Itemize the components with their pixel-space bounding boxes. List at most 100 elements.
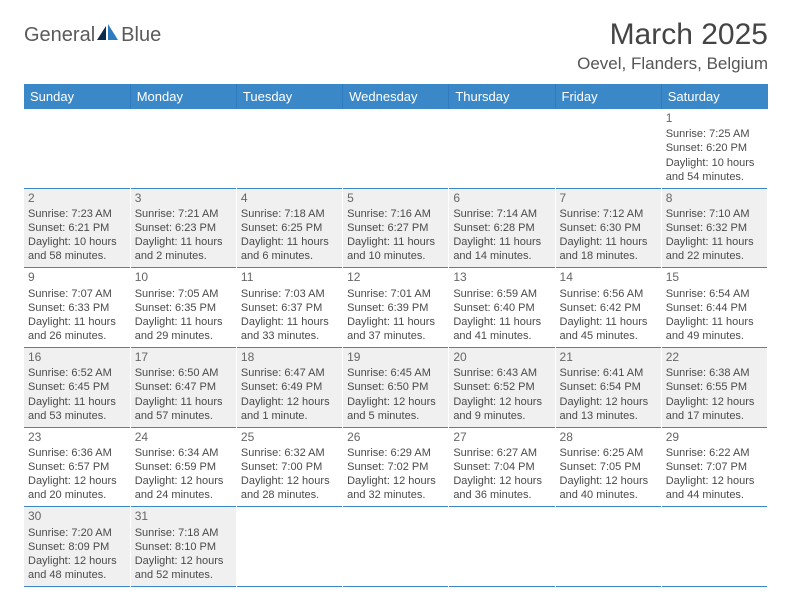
day-number: 24	[135, 430, 232, 445]
day-number: 1	[666, 111, 763, 126]
day-number: 26	[347, 430, 444, 445]
sunset-text: Sunset: 7:05 PM	[560, 460, 657, 474]
calendar-day-cell: 29Sunrise: 6:22 AMSunset: 7:07 PMDayligh…	[661, 427, 767, 507]
calendar-day-cell: 26Sunrise: 6:29 AMSunset: 7:02 PMDayligh…	[343, 427, 449, 507]
daylight-text: Daylight: 12 hours and 17 minutes.	[666, 395, 763, 423]
sunrise-text: Sunrise: 6:45 AM	[347, 366, 444, 380]
sunset-text: Sunset: 6:20 PM	[666, 141, 763, 155]
calendar-week-row: 23Sunrise: 6:36 AMSunset: 6:57 PMDayligh…	[24, 427, 768, 507]
sunset-text: Sunset: 7:07 PM	[666, 460, 763, 474]
title-block: March 2025 Oevel, Flanders, Belgium	[577, 18, 768, 74]
calendar-day-cell: 8Sunrise: 7:10 AMSunset: 6:32 PMDaylight…	[661, 188, 767, 268]
sunset-text: Sunset: 8:10 PM	[135, 540, 232, 554]
calendar-day-cell	[449, 507, 555, 587]
day-header: Sunday	[24, 84, 130, 109]
sunset-text: Sunset: 6:59 PM	[135, 460, 232, 474]
sunset-text: Sunset: 6:21 PM	[28, 221, 126, 235]
sunrise-text: Sunrise: 6:41 AM	[560, 366, 657, 380]
sunrise-text: Sunrise: 7:10 AM	[666, 207, 763, 221]
daylight-text: Daylight: 12 hours and 32 minutes.	[347, 474, 444, 502]
calendar-day-cell: 20Sunrise: 6:43 AMSunset: 6:52 PMDayligh…	[449, 348, 555, 428]
sunset-text: Sunset: 6:57 PM	[28, 460, 126, 474]
day-number: 3	[135, 191, 232, 206]
calendar-day-cell: 16Sunrise: 6:52 AMSunset: 6:45 PMDayligh…	[24, 348, 130, 428]
sunset-text: Sunset: 6:55 PM	[666, 380, 763, 394]
calendar-day-cell: 7Sunrise: 7:12 AMSunset: 6:30 PMDaylight…	[555, 188, 661, 268]
sunrise-text: Sunrise: 6:43 AM	[453, 366, 550, 380]
day-number: 7	[560, 191, 657, 206]
logo-text-gray: General	[24, 24, 95, 47]
calendar-day-cell	[130, 109, 236, 188]
daylight-text: Daylight: 11 hours and 2 minutes.	[135, 235, 232, 263]
sunrise-text: Sunrise: 7:07 AM	[28, 287, 126, 301]
daylight-text: Daylight: 12 hours and 20 minutes.	[28, 474, 126, 502]
calendar-day-cell: 13Sunrise: 6:59 AMSunset: 6:40 PMDayligh…	[449, 268, 555, 348]
calendar-day-cell: 10Sunrise: 7:05 AMSunset: 6:35 PMDayligh…	[130, 268, 236, 348]
logo: General Blue	[24, 24, 161, 47]
daylight-text: Daylight: 12 hours and 52 minutes.	[135, 554, 232, 582]
daylight-text: Daylight: 11 hours and 37 minutes.	[347, 315, 444, 343]
calendar-day-cell	[24, 109, 130, 188]
calendar-day-cell	[236, 109, 342, 188]
calendar-day-cell: 12Sunrise: 7:01 AMSunset: 6:39 PMDayligh…	[343, 268, 449, 348]
day-number: 22	[666, 350, 763, 365]
daylight-text: Daylight: 11 hours and 33 minutes.	[241, 315, 338, 343]
day-header: Friday	[555, 84, 661, 109]
calendar-day-cell: 3Sunrise: 7:21 AMSunset: 6:23 PMDaylight…	[130, 188, 236, 268]
calendar-week-row: 16Sunrise: 6:52 AMSunset: 6:45 PMDayligh…	[24, 348, 768, 428]
day-number: 29	[666, 430, 763, 445]
sunrise-text: Sunrise: 7:05 AM	[135, 287, 232, 301]
sunrise-text: Sunrise: 6:29 AM	[347, 446, 444, 460]
sunrise-text: Sunrise: 7:16 AM	[347, 207, 444, 221]
calendar-day-cell: 24Sunrise: 6:34 AMSunset: 6:59 PMDayligh…	[130, 427, 236, 507]
calendar-day-cell	[555, 507, 661, 587]
daylight-text: Daylight: 12 hours and 48 minutes.	[28, 554, 126, 582]
calendar-day-cell: 4Sunrise: 7:18 AMSunset: 6:25 PMDaylight…	[236, 188, 342, 268]
day-number: 31	[135, 509, 232, 524]
sunrise-text: Sunrise: 7:03 AM	[241, 287, 338, 301]
sunrise-text: Sunrise: 6:56 AM	[560, 287, 657, 301]
sunset-text: Sunset: 6:44 PM	[666, 301, 763, 315]
sunset-text: Sunset: 6:32 PM	[666, 221, 763, 235]
sunset-text: Sunset: 6:49 PM	[241, 380, 338, 394]
calendar-body: 1Sunrise: 7:25 AMSunset: 6:20 PMDaylight…	[24, 109, 768, 587]
sunrise-text: Sunrise: 6:59 AM	[453, 287, 550, 301]
calendar-day-cell: 27Sunrise: 6:27 AMSunset: 7:04 PMDayligh…	[449, 427, 555, 507]
day-number: 18	[241, 350, 338, 365]
sunrise-text: Sunrise: 6:22 AM	[666, 446, 763, 460]
sunrise-text: Sunrise: 7:01 AM	[347, 287, 444, 301]
calendar-day-cell: 28Sunrise: 6:25 AMSunset: 7:05 PMDayligh…	[555, 427, 661, 507]
day-number: 27	[453, 430, 550, 445]
daylight-text: Daylight: 11 hours and 26 minutes.	[28, 315, 126, 343]
day-number: 15	[666, 270, 763, 285]
sunset-text: Sunset: 6:45 PM	[28, 380, 126, 394]
daylight-text: Daylight: 12 hours and 24 minutes.	[135, 474, 232, 502]
calendar-day-cell: 19Sunrise: 6:45 AMSunset: 6:50 PMDayligh…	[343, 348, 449, 428]
sunset-text: Sunset: 6:50 PM	[347, 380, 444, 394]
day-number: 25	[241, 430, 338, 445]
day-number: 2	[28, 191, 126, 206]
daylight-text: Daylight: 12 hours and 1 minute.	[241, 395, 338, 423]
sunrise-text: Sunrise: 6:52 AM	[28, 366, 126, 380]
sunset-text: Sunset: 6:54 PM	[560, 380, 657, 394]
day-header: Wednesday	[343, 84, 449, 109]
sunset-text: Sunset: 7:04 PM	[453, 460, 550, 474]
daylight-text: Daylight: 10 hours and 58 minutes.	[28, 235, 126, 263]
sunrise-text: Sunrise: 7:20 AM	[28, 526, 126, 540]
day-number: 17	[135, 350, 232, 365]
daylight-text: Daylight: 12 hours and 44 minutes.	[666, 474, 763, 502]
day-number: 8	[666, 191, 763, 206]
daylight-text: Daylight: 11 hours and 10 minutes.	[347, 235, 444, 263]
daylight-text: Daylight: 11 hours and 18 minutes.	[560, 235, 657, 263]
daylight-text: Daylight: 12 hours and 9 minutes.	[453, 395, 550, 423]
daylight-text: Daylight: 11 hours and 14 minutes.	[453, 235, 550, 263]
daylight-text: Daylight: 12 hours and 40 minutes.	[560, 474, 657, 502]
day-header: Tuesday	[236, 84, 342, 109]
calendar-day-cell: 11Sunrise: 7:03 AMSunset: 6:37 PMDayligh…	[236, 268, 342, 348]
day-header: Thursday	[449, 84, 555, 109]
day-number: 23	[28, 430, 126, 445]
page-header: General Blue March 2025 Oevel, Flanders,…	[24, 18, 768, 74]
day-header: Saturday	[661, 84, 767, 109]
calendar-day-cell	[343, 507, 449, 587]
calendar-day-cell: 30Sunrise: 7:20 AMSunset: 8:09 PMDayligh…	[24, 507, 130, 587]
